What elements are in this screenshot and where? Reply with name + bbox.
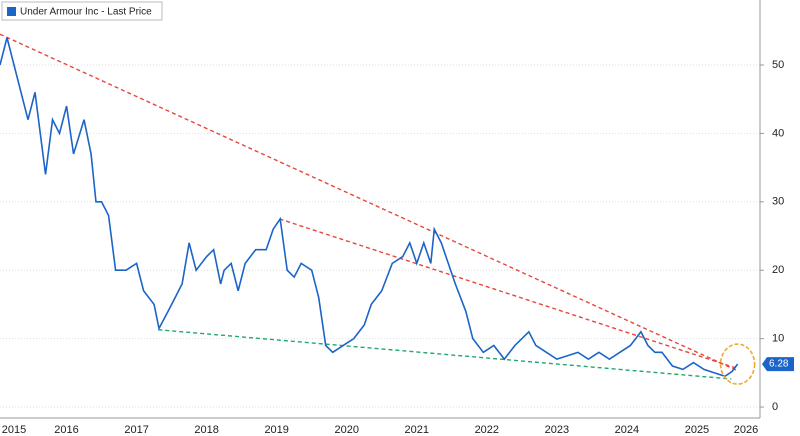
y-tick-label: 40 xyxy=(772,127,784,139)
legend-swatch xyxy=(7,7,16,16)
x-tick-label: 2016 xyxy=(54,424,78,436)
x-tick-label: 2017 xyxy=(124,424,148,436)
x-tick-label: 2024 xyxy=(615,424,639,436)
trendline xyxy=(279,218,737,369)
x-tick-label: 2018 xyxy=(194,424,218,436)
trendline xyxy=(0,33,737,371)
y-tick-label: 10 xyxy=(772,333,784,345)
y-tick-label: 30 xyxy=(772,196,784,208)
x-tick-label: 2015 xyxy=(2,424,26,436)
x-tick-label: 2019 xyxy=(264,424,288,436)
y-tick-label: 0 xyxy=(772,401,778,413)
x-tick-label: 2023 xyxy=(545,424,569,436)
highlight-circle xyxy=(719,343,756,385)
last-price-marker xyxy=(762,357,794,372)
x-tick-label: 2022 xyxy=(475,424,499,436)
x-tick-label: 2025 xyxy=(685,424,709,436)
y-tick-label: 50 xyxy=(772,59,784,71)
legend: Under Armour Inc - Last Price xyxy=(1,1,163,21)
plot-area xyxy=(0,33,760,408)
last-price-label: 6.28 xyxy=(769,359,789,370)
x-tick-label: 2020 xyxy=(334,424,358,436)
trendline xyxy=(158,329,732,380)
legend-box xyxy=(1,1,163,21)
y-tick-label: 20 xyxy=(772,264,784,276)
legend-label: Under Armour Inc - Last Price xyxy=(20,7,152,18)
price-line xyxy=(0,37,739,378)
x-tick-label: 2026 xyxy=(734,424,758,436)
x-tick-label: 2021 xyxy=(405,424,429,436)
